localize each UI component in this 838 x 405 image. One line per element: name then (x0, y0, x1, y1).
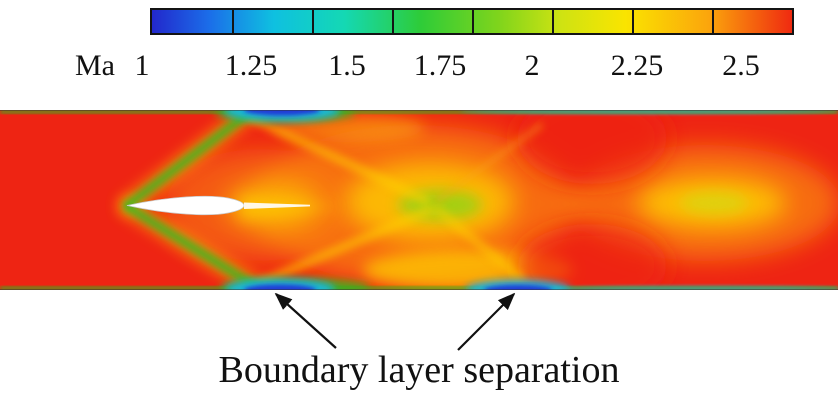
lower-wall-boundary-layer (0, 286, 838, 290)
colorbar-divider (632, 10, 634, 33)
separation-arrow-right (457, 292, 516, 351)
annotation-label: Boundary layer separation (218, 349, 620, 391)
colorbar (150, 8, 794, 35)
colorbar-divider (312, 10, 314, 33)
colorbar-divider (472, 10, 474, 33)
colorbar-tick: 1.25 (224, 49, 278, 82)
mach-contour-plot (0, 110, 838, 290)
colorbar-labels: Ma 1 1.25 1.5 1.75 2 2.25 2.5 (0, 46, 838, 86)
colorbar-tick: 1.75 (413, 49, 467, 82)
colorbar-tick: 2 (524, 49, 540, 82)
separation-arrow-left (274, 292, 337, 349)
colorbar-tick: 2.25 (610, 49, 664, 82)
colorbar-tick: 1 (134, 49, 150, 82)
colorbar-tick: 2.5 (722, 49, 760, 82)
oblique-shock-upper (124, 110, 254, 209)
upper-wall-boundary-layer (0, 110, 838, 114)
wedge-trailing-wake-line (244, 202, 310, 209)
reflected-shock-upper (247, 113, 430, 205)
colorbar-tick: 1.5 (328, 49, 366, 82)
colorbar-divider (552, 10, 554, 33)
annotation-arrows (274, 292, 516, 351)
colorbar-divider (392, 10, 394, 33)
oblique-shock-lower (124, 203, 262, 290)
colorbar-title: Ma (75, 49, 115, 82)
colorbar-divider (712, 10, 714, 33)
colorbar-divider (232, 10, 234, 33)
reflected-shock-lower (257, 205, 435, 287)
